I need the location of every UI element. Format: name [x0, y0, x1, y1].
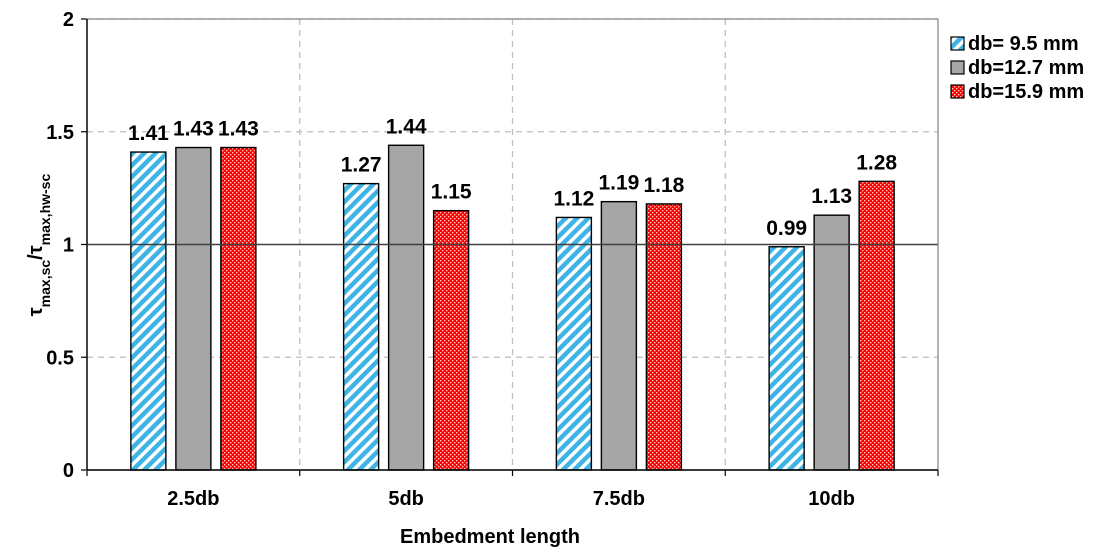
bar	[858, 180, 895, 471]
data-label: 1.44	[386, 115, 427, 138]
bar	[645, 203, 683, 471]
data-label: 0.99	[766, 217, 807, 240]
bar	[220, 146, 257, 471]
legend-label: db= 9.5 mm	[968, 33, 1079, 55]
legend-swatch	[950, 84, 965, 99]
legend-swatch	[950, 36, 965, 51]
legend-swatch	[950, 60, 965, 75]
data-label: 1.12	[553, 187, 594, 210]
y-tick-label: 0	[63, 460, 74, 482]
data-label: 1.28	[856, 151, 897, 174]
bars	[130, 144, 895, 471]
axes	[81, 18, 939, 476]
bar	[175, 146, 212, 471]
data-label: 1.15	[431, 181, 472, 204]
legend-label: db=15.9 mm	[968, 81, 1084, 103]
data-label: 1.19	[598, 172, 639, 195]
y-axis-title: τmax,sc/τmax,hw-sc	[25, 174, 53, 317]
x-tick-label: 7.5db	[593, 488, 645, 510]
data-label: 1.18	[643, 174, 684, 197]
y-axis-title-sep: /τ	[25, 245, 47, 260]
y-axis-title-sub2: max,hw-sc	[37, 174, 53, 246]
y-axis-title-tau: τ	[25, 307, 47, 316]
x-tick-label: 2.5db	[167, 488, 219, 510]
bar	[768, 246, 805, 471]
bar	[130, 151, 167, 471]
x-axis-title: Embedment length	[400, 526, 580, 548]
bar	[555, 216, 593, 471]
bar	[387, 144, 425, 471]
data-label: 1.27	[341, 154, 382, 177]
y-tick-label: 0.5	[46, 347, 74, 369]
y-tick-label: 2	[63, 9, 74, 31]
y-tick-label: 1	[63, 235, 74, 257]
y-tick-label: 1.5	[46, 122, 74, 144]
bar	[813, 214, 850, 471]
data-label: 1.43	[173, 118, 214, 141]
legend-label: db=12.7 mm	[968, 57, 1084, 79]
x-tick-label: 5db	[388, 488, 424, 510]
x-tick-label: 10db	[808, 488, 855, 510]
bar	[600, 200, 638, 471]
bar	[432, 209, 470, 471]
y-axis-title-sub1: max,sc	[37, 260, 53, 308]
data-labels: 1.41 1.43 1.431.271.441.15 1.121.19 1.180.99…	[128, 115, 897, 239]
tick-labels: 0 0.5 1 1.5 2 2.5db 5db 7.5db 10db	[46, 9, 855, 510]
data-label: 1.13	[811, 185, 852, 208]
data-label: 1.41	[128, 122, 169, 145]
bar	[342, 182, 380, 471]
data-label: 1.43	[218, 118, 259, 141]
